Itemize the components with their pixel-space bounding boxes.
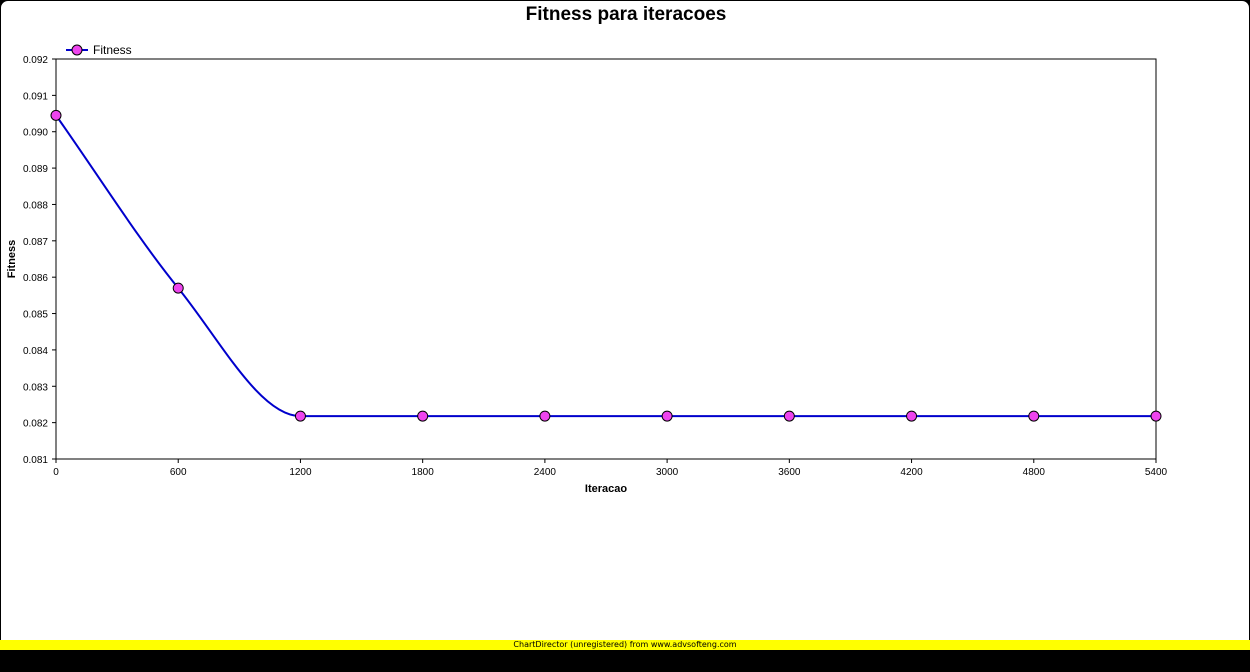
y-tick-label: 0.081: [23, 455, 48, 466]
line-chart: Fitness para iteracoes Fitness 0.0810.08…: [6, 4, 1168, 495]
chart-title: Fitness para iteracoes: [526, 4, 727, 25]
data-point: [783, 410, 795, 422]
data-point: [417, 410, 429, 422]
data-point: [661, 410, 673, 422]
data-point: [294, 410, 306, 422]
y-tick-label: 0.084: [23, 346, 48, 357]
y-tick-label: 0.091: [23, 91, 48, 102]
x-tick-label: 3000: [656, 467, 679, 478]
x-tick-label: 600: [170, 467, 187, 478]
series-fitness: [50, 109, 1162, 422]
x-tick-label: 1800: [412, 467, 435, 478]
x-axis-title: Iteracao: [585, 483, 627, 495]
y-tick-label: 0.086: [23, 273, 48, 284]
y-tick-label: 0.088: [23, 200, 48, 211]
y-tick-label: 0.090: [23, 128, 48, 139]
x-tick-label: 5400: [1145, 467, 1168, 478]
x-tick-label: 2400: [534, 467, 557, 478]
y-axis: 0.081 0.082 0.083 0.084 0.085 0.086 0.087 0.088…: [23, 55, 56, 466]
x-tick-label: 1200: [289, 467, 312, 478]
x-tick-label: 4200: [900, 467, 923, 478]
legend-marker-swatch: [71, 44, 83, 56]
watermark-bar: ChartDirector (unregistered) from www.ad…: [0, 640, 1250, 650]
x-tick-label: 4800: [1023, 467, 1046, 478]
legend-label: Fitness: [93, 43, 132, 57]
x-axis: 0 600 1200 1800 2400 3000 3600 4200 4800 5400: [53, 459, 1168, 478]
y-tick-label: 0.087: [23, 237, 48, 248]
chart-panel: Fitness para iteracoes Fitness 0.081 0.08…: [0, 0, 1250, 642]
y-tick-label: 0.082: [23, 419, 48, 430]
y-tick-label: 0.083: [23, 382, 48, 393]
data-point: [1028, 410, 1040, 422]
data-point: [1150, 410, 1162, 422]
data-point: [906, 410, 918, 422]
data-point: [172, 282, 184, 294]
watermark-text: ChartDirector (unregistered) from www.ad…: [513, 640, 737, 649]
x-tick-label: 3600: [778, 467, 801, 478]
bottom-bar: [0, 650, 1250, 672]
legend: Fitness: [66, 43, 132, 57]
y-tick-label: 0.089: [23, 164, 48, 175]
data-point: [539, 410, 551, 422]
data-point: [50, 109, 62, 121]
y-tick-label: 0.085: [23, 310, 48, 321]
y-tick-label: 0.092: [23, 55, 48, 66]
series-line: [55, 114, 1156, 418]
plot-area: [55, 58, 1157, 460]
x-tick-label: 0: [53, 467, 59, 478]
y-axis-title: Fitness: [6, 240, 18, 279]
